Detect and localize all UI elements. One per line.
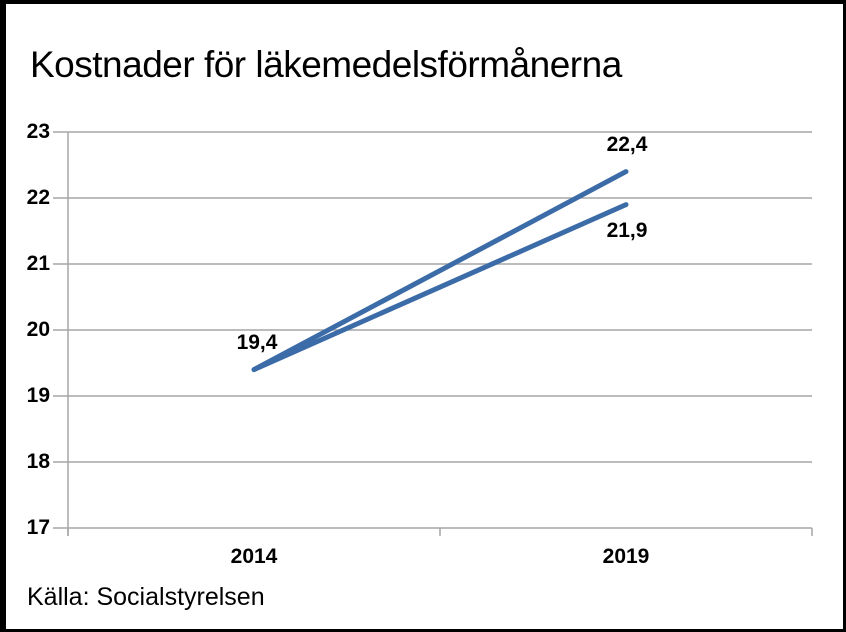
data-label-series2-end: 21,9 [606, 219, 648, 242]
y-tick-label: 18 [26, 450, 50, 473]
chart-title: Kostnader för läkemedelsförmånerna [30, 44, 622, 85]
y-tick-label: 23 [26, 120, 50, 143]
data-label-series1-end: 22,4 [606, 133, 648, 156]
y-tick-label: 17 [26, 516, 50, 539]
series-line-1 [251, 169, 629, 373]
source-caption: Källa: Socialstyrelsen [27, 583, 265, 611]
y-tick-label: 20 [26, 318, 50, 341]
y-tick-label: 22 [26, 186, 50, 209]
x-tick-label-2019: 2019 [602, 545, 650, 568]
y-tick-label: 21 [26, 252, 50, 275]
series-line-2 [251, 202, 629, 373]
line-chart-plot [53, 131, 813, 536]
data-label-start: 19,4 [236, 331, 278, 354]
chart-area: Kostnader för läkemedelsförmånerna 17 18 1… [6, 4, 843, 629]
x-tick-label-2014: 2014 [230, 545, 278, 568]
y-tick-label: 19 [26, 384, 50, 407]
